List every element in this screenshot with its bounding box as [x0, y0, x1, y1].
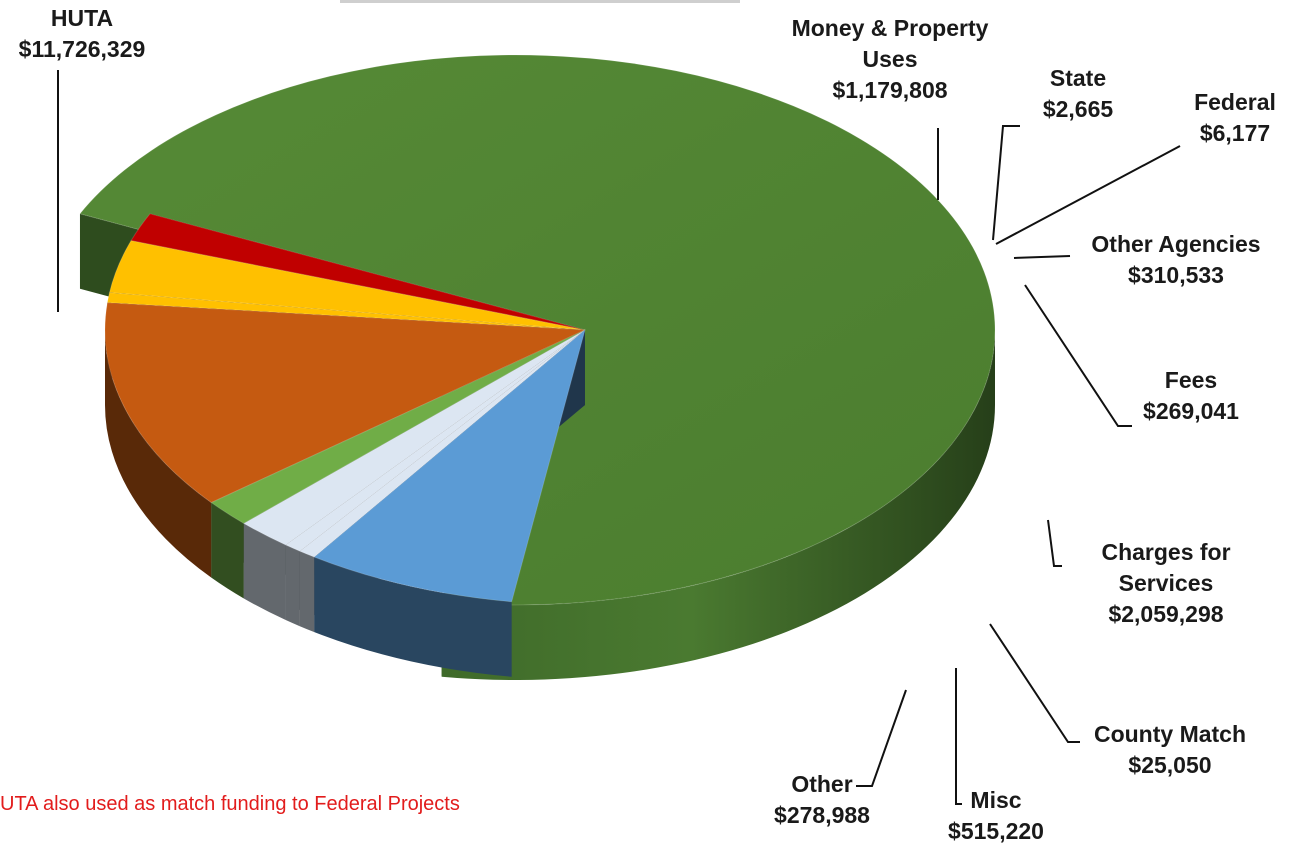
data-label-other: Other $278,988: [774, 689, 907, 828]
leader-line-county-match: [989, 623, 1080, 743]
top-divider: [340, 0, 740, 3]
slice-label-other-agencies: Other Agencies $310,533: [1091, 231, 1260, 288]
pie-slice-money-property-uses: [313, 328, 586, 677]
leader-line-charges-for-services: [1047, 519, 1062, 567]
leader-line-misc: [955, 668, 962, 805]
data-label-charges-for-services: Charges for Services $2,059,298: [1047, 519, 1231, 627]
footnote: UTA also used as match funding to Federa…: [0, 793, 460, 815]
leader-line-other: [856, 689, 907, 787]
slice-label-state: State $2,665: [1043, 65, 1114, 122]
data-label-federal: Federal $6,177: [995, 89, 1276, 245]
slice-label-misc: Misc $515,220: [948, 787, 1044, 844]
slice-label-money-property-uses: Money & Property Uses $1,179,808: [792, 15, 989, 103]
slice-label-fees: Fees $269,041: [1143, 367, 1239, 424]
data-label-state: State $2,665: [992, 65, 1114, 241]
data-label-money-property-uses: Money & Property Uses $1,179,808: [792, 15, 989, 200]
slice-label-charges-for-services: Charges for Services $2,059,298: [1101, 539, 1230, 627]
leader-line-state: [992, 125, 1020, 241]
slice-label-county-match: County Match $25,050: [1094, 721, 1246, 778]
pie-slice-charges-for-services: [104, 302, 586, 578]
leader-line-fees: [1024, 284, 1132, 427]
data-label-other-agencies: Other Agencies $310,533: [1013, 231, 1261, 288]
data-label-county-match: County Match $25,050: [989, 623, 1246, 778]
data-label-misc: Misc $515,220: [948, 668, 1044, 844]
leader-line-other-agencies: [1013, 255, 1071, 259]
slice-label-other: Other $278,988: [774, 771, 870, 828]
slice-label-huta: HUTA $11,726,329: [19, 5, 146, 62]
data-label-huta: HUTA $11,726,329: [19, 5, 146, 312]
data-label-fees: Fees $269,041: [1024, 284, 1239, 427]
leader-line-federal: [995, 145, 1181, 245]
slice-label-federal: Federal $6,177: [1194, 89, 1276, 146]
